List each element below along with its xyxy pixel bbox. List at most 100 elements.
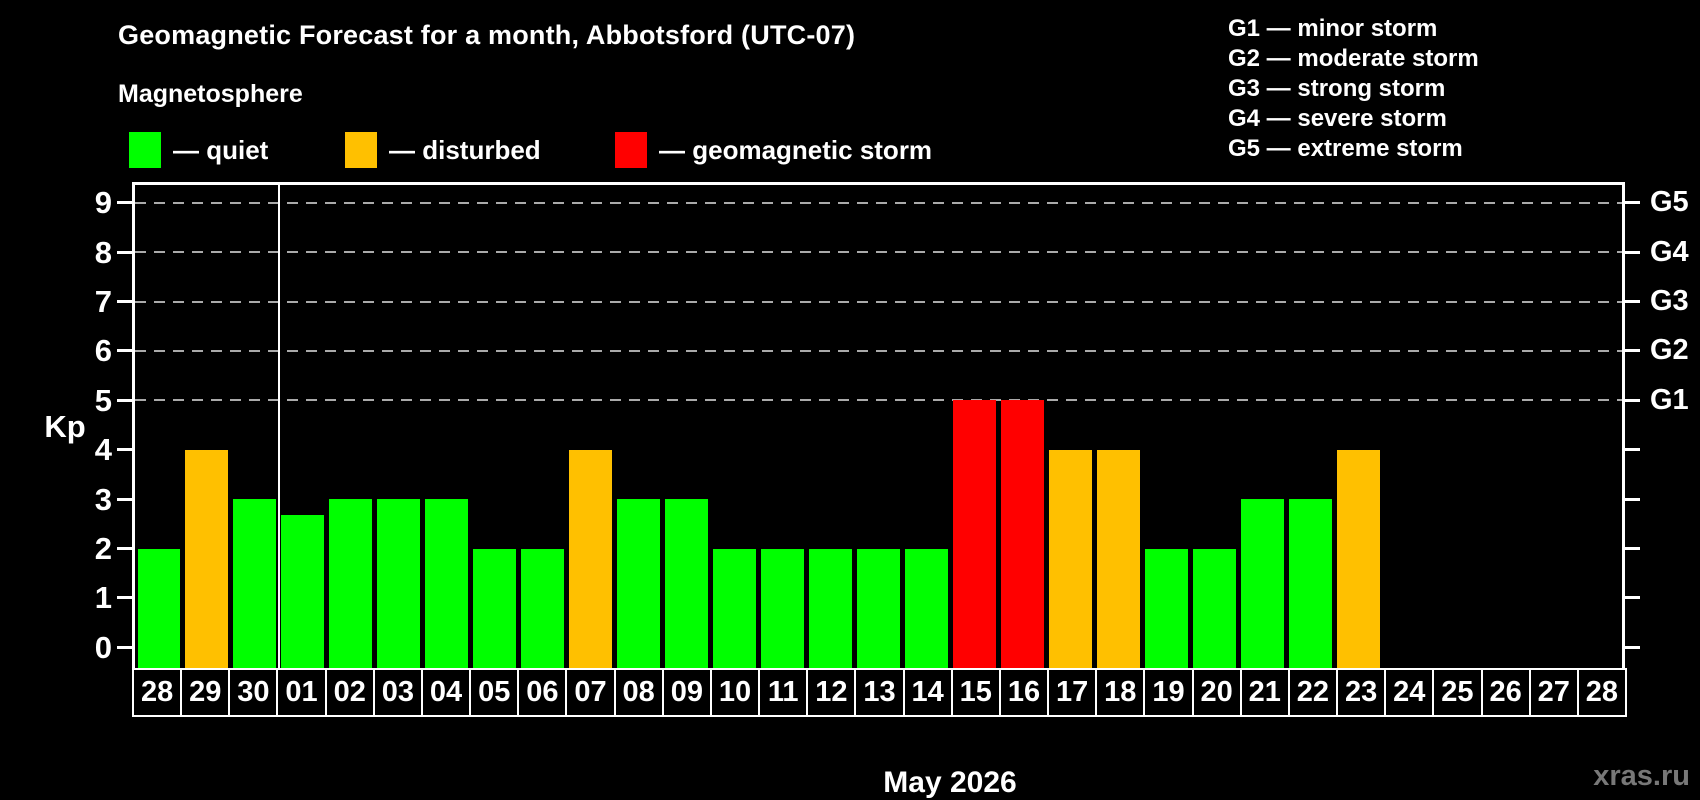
legend-item-disturbed: — disturbed	[345, 131, 541, 169]
y-tick-right	[1625, 448, 1640, 452]
legend-item-quiet: — quiet	[129, 131, 268, 169]
day-label-13: 13	[854, 668, 905, 717]
g-legend-line: G5 — extreme storm	[1228, 135, 1463, 162]
day-label-08: 08	[613, 668, 664, 717]
y-tick-label-3: 3	[94, 481, 112, 517]
day-label-28: 28	[1576, 668, 1627, 717]
y-tick-left	[117, 645, 132, 649]
month-separator-line	[277, 185, 280, 668]
chart-title: Geomagnetic Forecast for a month, Abbots…	[118, 20, 856, 50]
kp-bar-day-02	[329, 499, 373, 668]
y-tick-right	[1625, 349, 1640, 353]
y-tick-left	[117, 596, 132, 600]
day-label-22: 22	[1287, 668, 1339, 717]
storm-swatch-icon	[615, 132, 647, 168]
day-label-16: 16	[998, 668, 1050, 717]
kp-bar-day-19	[1144, 548, 1188, 668]
kp-bar-day-13	[857, 548, 900, 668]
kp-bar-day-22	[1288, 499, 1332, 668]
gridline-kp-6	[135, 349, 1622, 352]
kp-bar-day-21	[1240, 499, 1284, 668]
day-label-03: 03	[372, 668, 423, 717]
kp-bar-day-03	[377, 499, 421, 668]
g-legend-line: G2 — moderate storm	[1228, 45, 1479, 72]
y-tick-label-1: 1	[94, 580, 112, 616]
kp-bar-day-30	[233, 499, 277, 668]
day-label-25: 25	[1432, 668, 1483, 717]
watermark: xras.ru	[1593, 760, 1690, 792]
day-label-12: 12	[806, 668, 857, 717]
day-label-20: 20	[1191, 668, 1242, 717]
y-tick-right	[1625, 398, 1640, 402]
y-tick-left	[117, 448, 132, 452]
day-label-14: 14	[902, 668, 953, 717]
y-tick-left	[117, 398, 132, 402]
y-tick-right	[1625, 201, 1640, 205]
kp-bar-day-18	[1096, 449, 1140, 668]
day-label-prev-29: 29	[180, 668, 231, 717]
day-label-23: 23	[1336, 668, 1387, 717]
kp-bar-day-16	[1000, 400, 1044, 668]
quiet-swatch-icon	[129, 132, 161, 168]
y-tick-label-8: 8	[94, 234, 112, 270]
y-tick-label-2: 2	[94, 531, 112, 566]
g-scale-legend: G1 — minor storm G2 — moderate storm G3 — …	[1228, 14, 1479, 164]
y-tick-label-7: 7	[94, 284, 112, 319]
y-tick-left	[117, 250, 132, 254]
day-label-06: 06	[517, 668, 568, 717]
g-level-label-G1: G1	[1650, 383, 1689, 416]
kp-bar-day-10	[713, 548, 757, 668]
g-legend-line: G3 — strong storm	[1228, 75, 1446, 102]
kp-bar-day-20	[1192, 548, 1236, 668]
day-label-04: 04	[420, 668, 472, 717]
day-label-10: 10	[709, 668, 761, 717]
day-label-01: 01	[276, 668, 327, 717]
y-tick-left	[117, 497, 132, 501]
kp-bar-day-14	[904, 548, 948, 668]
magnetosphere-legend: — quiet — disturbed — geomagnetic storm	[0, 131, 1200, 169]
kp-bar-day-12	[809, 548, 852, 668]
y-tick-label-0: 0	[94, 629, 112, 665]
kp-bar-day-01	[281, 515, 325, 668]
y-tick-left	[117, 201, 132, 205]
day-label-prev-28: 28	[132, 668, 183, 717]
x-axis-title: May 2026	[883, 766, 1017, 799]
y-tick-label-4: 4	[94, 432, 112, 468]
y-tick-left	[117, 300, 132, 303]
kp-bar-day-15	[952, 400, 996, 668]
y-tick-right	[1625, 547, 1640, 550]
day-label-02: 02	[324, 668, 375, 717]
legend-label: — geomagnetic storm	[659, 134, 933, 165]
plot-area	[132, 182, 1625, 668]
g-level-label-G5: G5	[1650, 186, 1689, 219]
legend-label: — disturbed	[389, 134, 541, 165]
day-label-17: 17	[1047, 668, 1098, 717]
kp-bar-day-09	[665, 499, 709, 668]
y-tick-label-6: 6	[94, 333, 112, 369]
day-label-18: 18	[1095, 668, 1146, 717]
day-label-09: 09	[661, 668, 712, 717]
y-tick-right	[1625, 300, 1640, 303]
kp-bar-day-11	[761, 548, 805, 668]
magnetosphere-label: Magnetosphere	[118, 80, 303, 108]
y-tick-right	[1625, 250, 1640, 254]
y-tick-label-9: 9	[94, 185, 112, 221]
kp-bar-day-29	[185, 449, 229, 668]
gridline-kp-8	[135, 251, 1622, 254]
kp-bar-day-17	[1048, 449, 1092, 668]
day-label-15: 15	[950, 668, 1001, 717]
y-tick-label-5: 5	[94, 382, 112, 418]
y-tick-left	[117, 349, 132, 353]
day-label-19: 19	[1143, 668, 1194, 717]
day-label-05: 05	[469, 668, 520, 717]
legend-item-storm: — geomagnetic storm	[615, 131, 932, 169]
kp-bar-day-07	[569, 449, 613, 668]
gridline-kp-7	[135, 300, 1622, 303]
kp-bar-day-08	[617, 499, 661, 668]
day-label-26: 26	[1480, 668, 1531, 717]
kp-bar-day-23	[1336, 449, 1380, 668]
gridline-kp-9	[135, 201, 1622, 204]
g-level-label-G2: G2	[1650, 334, 1689, 367]
kp-bar-day-06	[521, 548, 565, 668]
y-axis-title: Kp	[44, 409, 86, 444]
